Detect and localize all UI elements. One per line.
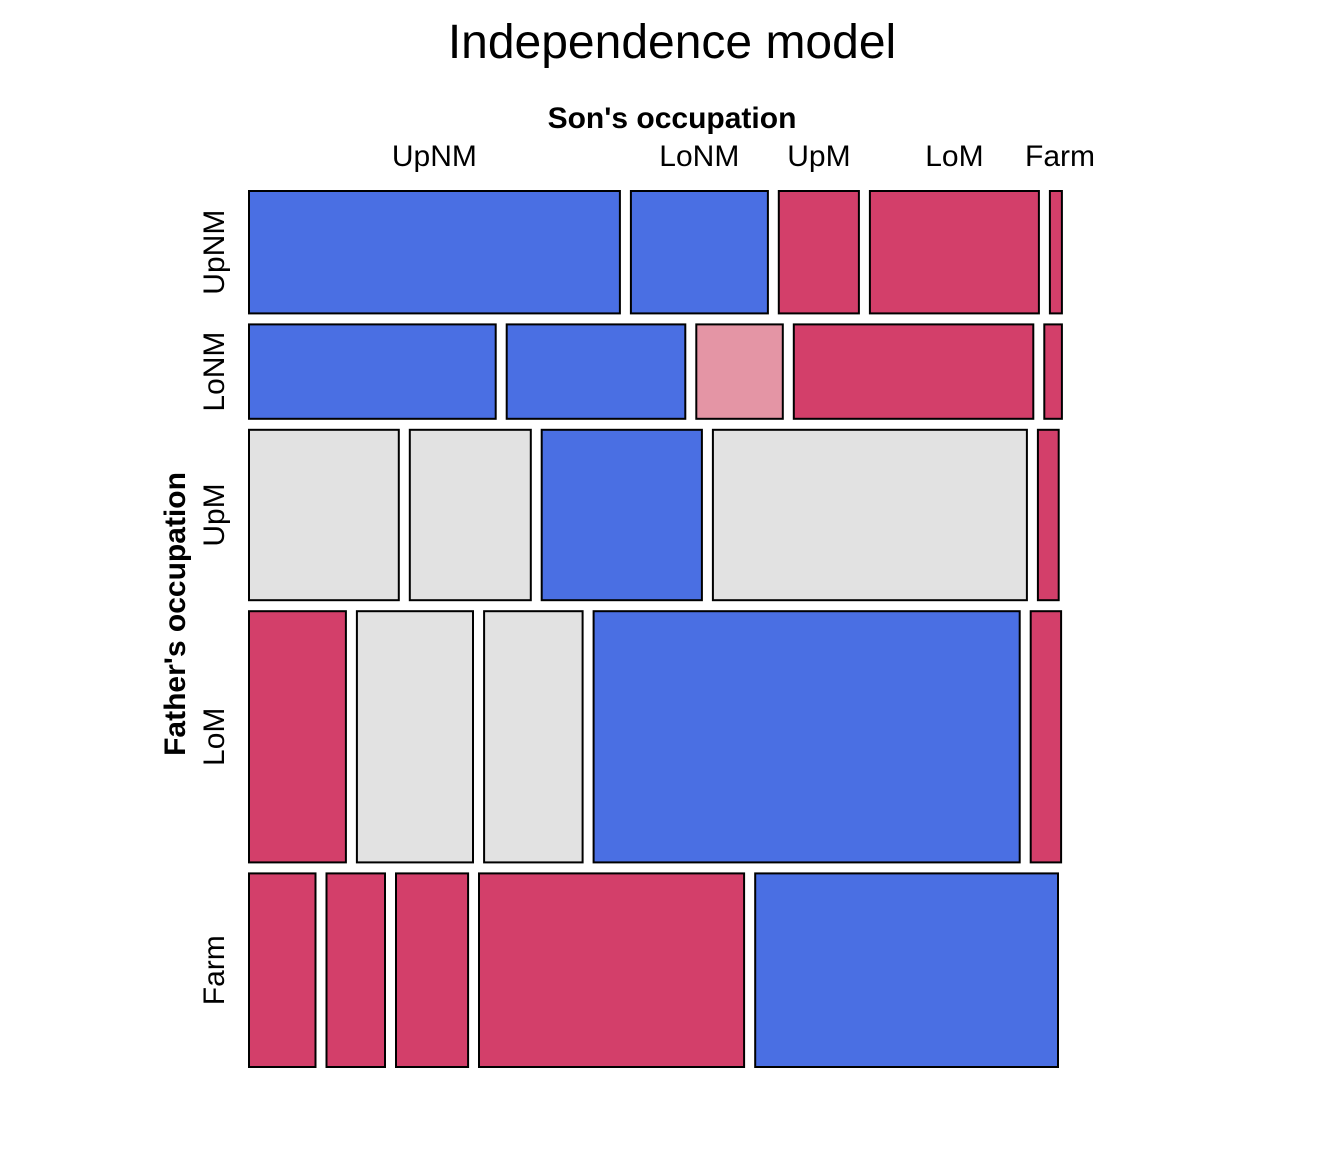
row-axis-title: Father's occupation — [159, 472, 192, 756]
tile-upnm-upm — [777, 190, 860, 315]
column-label-lom: LoM — [925, 140, 983, 173]
tile-lonm-farm — [1043, 323, 1063, 420]
tile-lom-upm — [483, 610, 584, 864]
column-label-upnm: UpNM — [392, 140, 477, 173]
tile-lonm-upm — [695, 323, 784, 420]
row-label-lonm: LoNM — [198, 332, 231, 412]
mosaic-tiles — [248, 190, 1063, 1069]
tile-upm-upnm — [248, 428, 400, 602]
column-tick-labels: UpNM LoNM UpM LoM Farm — [392, 140, 1095, 173]
tile-lonm-upnm — [248, 323, 497, 420]
row-label-farm: Farm — [198, 935, 231, 1005]
tile-upnm-farm — [1048, 190, 1063, 315]
tile-upm-farm — [1036, 428, 1060, 602]
tile-upm-lonm — [408, 428, 532, 602]
tile-farm-lonm — [325, 872, 386, 1069]
tile-upnm-lom — [868, 190, 1040, 315]
column-label-lonm: LoNM — [659, 140, 739, 173]
tile-upnm-upnm — [248, 190, 621, 315]
tile-lom-upnm — [248, 610, 347, 864]
row-label-lom: LoM — [198, 708, 231, 766]
row-label-upm: UpM — [198, 483, 231, 546]
column-label-upm: UpM — [787, 140, 850, 173]
tile-lonm-lom — [792, 323, 1035, 420]
tile-lonm-lonm — [505, 323, 687, 420]
tile-farm-upnm — [248, 872, 317, 1069]
column-axis-title: Son's occupation — [548, 102, 797, 135]
tile-lom-lonm — [355, 610, 474, 864]
row-label-upnm: UpNM — [198, 210, 231, 295]
column-label-farm: Farm — [1025, 140, 1095, 173]
tile-upm-lom — [711, 428, 1028, 602]
tile-upm-upm — [540, 428, 703, 602]
tile-farm-lom — [478, 872, 746, 1069]
chart-title: Independence model — [448, 16, 896, 69]
tile-lom-lom — [592, 610, 1021, 864]
row-tick-labels: UpNM LoNM UpM LoM Farm — [198, 210, 231, 1006]
tile-farm-upm — [395, 872, 470, 1069]
tile-lom-farm — [1029, 610, 1063, 864]
tile-farm-farm — [754, 872, 1059, 1069]
tile-upnm-lonm — [629, 190, 769, 315]
